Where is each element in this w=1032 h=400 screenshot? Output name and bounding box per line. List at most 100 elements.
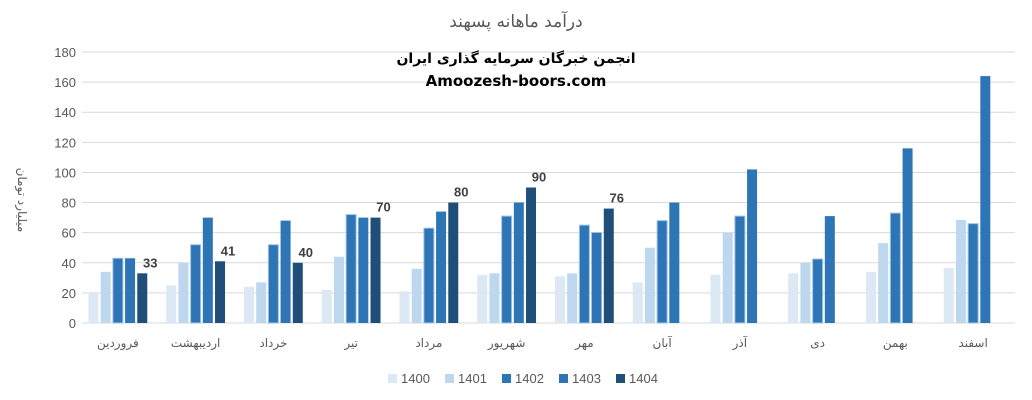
y-axis-label: میلیارد تومان [14, 168, 29, 233]
x-tick-label: فروردین [97, 336, 139, 351]
bar-1404 [370, 217, 381, 323]
bar-1401 [178, 262, 189, 323]
bar-1402 [889, 212, 901, 324]
bar-1402 [190, 244, 202, 324]
legend-swatch-1404 [616, 374, 625, 383]
x-tick-label: اسفند [958, 336, 987, 350]
bar-1401 [100, 271, 111, 323]
bar-1400 [477, 274, 488, 323]
bar-1400 [88, 292, 99, 323]
legend-label: 1404 [629, 371, 658, 386]
bar-1403 [358, 217, 369, 323]
bar-1403 [669, 202, 680, 323]
bar-1402 [734, 215, 746, 324]
x-tick-label: آذر [732, 335, 748, 351]
data-label: 33 [143, 255, 157, 270]
y-tick-label: 40 [62, 256, 76, 271]
bar-1401 [256, 282, 267, 323]
bar-1400 [166, 285, 177, 323]
bar-1400 [788, 273, 799, 323]
bar-1401 [489, 273, 500, 323]
data-label: 76 [610, 191, 624, 206]
legend-swatch-1401 [445, 374, 454, 383]
bar-1401 [411, 268, 422, 323]
y-tick-label: 100 [54, 165, 76, 180]
legend-swatch-1400 [388, 374, 397, 383]
x-tick-label: اردیبهشت [171, 336, 220, 351]
legend-label: 1403 [572, 371, 601, 386]
legend-label: 1402 [515, 371, 544, 386]
bar-1401 [567, 273, 578, 323]
bar-1401 [722, 232, 733, 323]
bar-1403 [513, 202, 524, 323]
bar-1403 [902, 148, 913, 323]
chart-title: درآمد ماهانه پسهند [449, 10, 582, 32]
bar-1404 [526, 187, 537, 323]
x-tick-label: بهمن [883, 336, 908, 351]
bar-1404 [603, 208, 614, 323]
bar-1402 [112, 257, 124, 324]
bar-1402 [812, 258, 824, 324]
bar-1400 [554, 276, 565, 323]
legend-label: 1400 [401, 371, 430, 386]
legend-swatch-1403 [559, 374, 568, 383]
bar-1401 [800, 262, 811, 323]
bar-1403 [202, 217, 213, 323]
bar-1403 [591, 232, 602, 323]
bar-1404 [215, 261, 226, 323]
bar-1402 [345, 214, 357, 324]
y-tick-label: 60 [62, 226, 76, 241]
x-tick-label: تیر [343, 336, 358, 351]
bar-1401 [644, 247, 655, 323]
bar-1402 [967, 223, 979, 324]
x-tick-label: آبان [653, 335, 673, 350]
watermark-persian: انجمن خبرگان سرمایه گذاری ایران [396, 50, 635, 67]
bar-1401 [955, 219, 966, 323]
data-label: 41 [221, 243, 235, 258]
x-tick-label: خرداد [259, 336, 287, 351]
legend-swatch-1402 [502, 374, 511, 383]
bar-1400 [243, 286, 254, 323]
x-tick-label: مهر [574, 336, 594, 351]
bar-1403 [747, 169, 758, 323]
data-label: 80 [454, 185, 468, 200]
bar-1402 [578, 224, 590, 324]
y-tick-label: 160 [54, 75, 76, 90]
bar-1400 [399, 291, 410, 323]
data-label: 40 [299, 245, 313, 260]
data-label: 70 [376, 200, 390, 215]
bar-1401 [333, 256, 344, 323]
bar-1400 [943, 268, 954, 323]
legend-label: 1401 [458, 371, 487, 386]
x-tick-label: دی [810, 336, 825, 350]
bar-1400 [865, 271, 876, 323]
bar-1404 [448, 202, 459, 323]
bar-1403 [125, 258, 136, 323]
y-tick-label: 20 [62, 286, 76, 301]
bar-1400 [632, 282, 643, 323]
bar-1403 [824, 216, 835, 323]
bar-1403 [980, 76, 991, 323]
bar-1400 [321, 289, 332, 323]
data-label: 90 [532, 170, 546, 185]
bar-1404 [137, 273, 148, 323]
y-tick-label: 0 [69, 316, 76, 331]
x-tick-label: شهریور [487, 336, 526, 351]
bar-1401 [878, 243, 889, 323]
bar-1400 [710, 274, 721, 323]
bar-1402 [656, 220, 668, 324]
bar-1404 [292, 262, 303, 323]
bar-1402 [267, 244, 279, 324]
y-tick-label: 120 [54, 135, 76, 150]
y-tick-label: 80 [62, 196, 76, 211]
bar-1402 [501, 215, 513, 324]
y-tick-label: 140 [54, 105, 76, 120]
bar-1403 [280, 220, 291, 323]
bar-1402 [423, 227, 435, 324]
bar-1403 [436, 211, 447, 323]
watermark-url: Amoozesh-boors.com [426, 72, 607, 90]
x-tick-label: مرداد [415, 336, 442, 351]
y-tick-label: 180 [54, 45, 76, 60]
